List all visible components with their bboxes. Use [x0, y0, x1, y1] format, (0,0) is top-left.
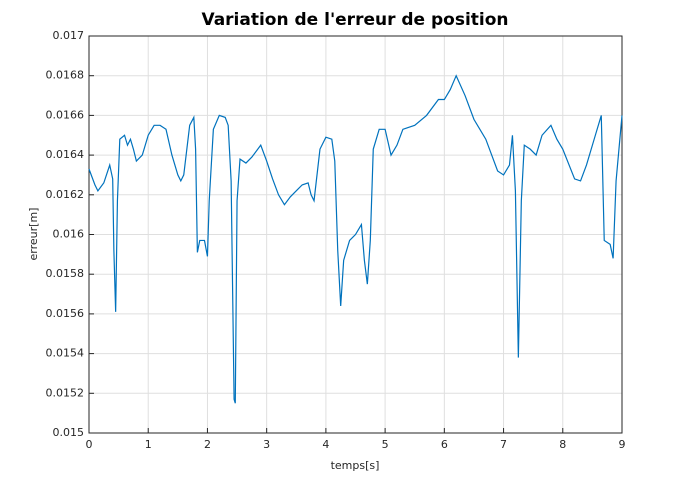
y-tick-label: 0.015: [53, 426, 85, 439]
x-tick-label: 0: [86, 438, 93, 451]
y-tick-label: 0.016: [53, 228, 85, 241]
y-tick-label: 0.0168: [46, 69, 85, 82]
x-tick-label: 3: [263, 438, 270, 451]
x-tick-label: 8: [559, 438, 566, 451]
chart-title: Variation de l'erreur de position: [201, 10, 508, 30]
y-axis-label: erreur[m]: [27, 208, 40, 261]
x-tick-label: 4: [322, 438, 329, 451]
x-tick-label: 6: [441, 438, 448, 451]
y-tick-label: 0.0162: [46, 188, 85, 201]
y-tick-label: 0.0154: [46, 347, 85, 360]
x-tick-label: 7: [500, 438, 507, 451]
y-tick-label: 0.0166: [46, 108, 85, 121]
y-tick-label: 0.0156: [46, 307, 85, 320]
data-line: [88, 74, 623, 404]
y-tick-label: 0.017: [53, 29, 85, 42]
y-tick-label: 0.0152: [46, 386, 85, 399]
x-tick-label: 9: [619, 438, 626, 451]
x-tick-label: 5: [382, 438, 389, 451]
x-axis-label: temps[s]: [331, 459, 380, 472]
axes-box: [88, 35, 623, 434]
y-tick-label: 0.0164: [46, 148, 85, 161]
y-tick-label: 0.0158: [46, 267, 85, 280]
x-tick-label: 2: [204, 438, 211, 451]
x-tick-label: 1: [145, 438, 152, 451]
